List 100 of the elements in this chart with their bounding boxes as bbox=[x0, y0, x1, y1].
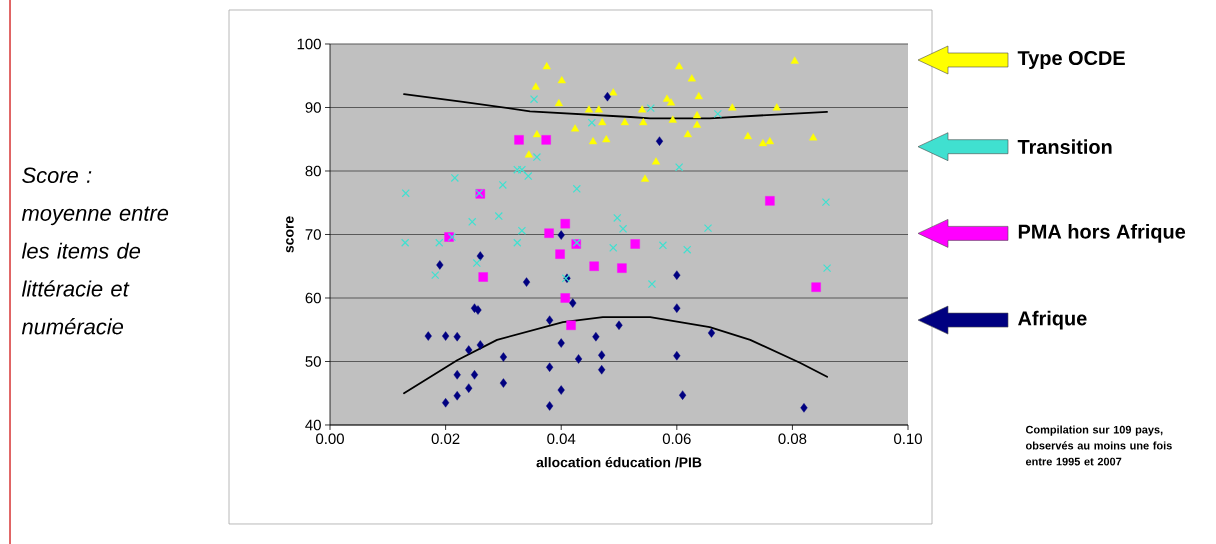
point bbox=[436, 260, 444, 270]
y-tick-label: 50 bbox=[305, 356, 321, 367]
text: Compilation sur 109 pays, observés au moins une fois entre 1995 et 2007 bbox=[1025, 425, 1172, 466]
point bbox=[630, 239, 640, 249]
point bbox=[646, 103, 655, 113]
point bbox=[668, 115, 677, 123]
line-series bbox=[403, 316, 828, 395]
y-tick-label: 40 bbox=[305, 419, 321, 431]
point bbox=[474, 305, 482, 315]
point bbox=[790, 56, 799, 64]
point bbox=[743, 131, 752, 140]
point bbox=[679, 390, 687, 400]
point bbox=[478, 272, 488, 282]
point bbox=[821, 197, 831, 207]
point bbox=[592, 332, 600, 342]
y-tick-label: 70 bbox=[305, 229, 321, 240]
point bbox=[707, 328, 716, 338]
point bbox=[532, 130, 542, 138]
point bbox=[554, 98, 563, 107]
point bbox=[465, 345, 473, 355]
point bbox=[692, 111, 702, 119]
point bbox=[603, 91, 612, 102]
point bbox=[401, 189, 410, 198]
point bbox=[546, 362, 554, 372]
point bbox=[453, 370, 461, 380]
point bbox=[615, 320, 623, 330]
point bbox=[673, 270, 681, 280]
point bbox=[517, 226, 527, 235]
point bbox=[442, 398, 450, 408]
text: Score : moyenne entre les items de littéracie et numéracie bbox=[21, 167, 169, 335]
point bbox=[587, 118, 596, 127]
y-tick-label: 100 bbox=[297, 38, 321, 50]
x-tick-label: 0.00 bbox=[316, 433, 344, 445]
point bbox=[613, 213, 622, 223]
point bbox=[703, 224, 713, 233]
point bbox=[453, 391, 461, 401]
point bbox=[638, 105, 647, 113]
point bbox=[465, 383, 473, 393]
point bbox=[609, 88, 618, 96]
point bbox=[541, 135, 551, 145]
point bbox=[470, 370, 479, 380]
point bbox=[765, 137, 774, 145]
point bbox=[674, 163, 684, 172]
point bbox=[683, 245, 692, 254]
point bbox=[692, 120, 702, 128]
point bbox=[531, 82, 540, 90]
x-tick-label: 0.08 bbox=[778, 433, 807, 445]
point bbox=[529, 95, 539, 104]
point bbox=[524, 150, 533, 158]
point bbox=[431, 270, 440, 280]
point bbox=[572, 184, 581, 193]
point bbox=[584, 105, 594, 113]
point bbox=[546, 315, 554, 325]
point bbox=[424, 331, 432, 341]
point bbox=[476, 340, 484, 350]
x-tick-label: 0.10 bbox=[894, 433, 922, 445]
point bbox=[513, 238, 522, 247]
point bbox=[809, 133, 818, 141]
point bbox=[557, 338, 565, 348]
point bbox=[618, 224, 628, 233]
point bbox=[673, 303, 681, 313]
point bbox=[589, 261, 599, 271]
point bbox=[569, 298, 577, 308]
point bbox=[765, 196, 775, 206]
point bbox=[639, 118, 648, 126]
point bbox=[647, 279, 657, 289]
point bbox=[476, 251, 484, 261]
point bbox=[557, 76, 566, 84]
point bbox=[617, 263, 627, 273]
point bbox=[772, 103, 781, 111]
point bbox=[658, 241, 668, 250]
point bbox=[450, 173, 459, 183]
y-tick-label: 60 bbox=[305, 292, 321, 304]
point bbox=[574, 354, 583, 364]
point bbox=[555, 249, 565, 259]
point bbox=[566, 320, 576, 330]
x-tick-label: 0.02 bbox=[431, 433, 460, 445]
legend-label: Afrique bbox=[1018, 310, 1087, 330]
point bbox=[435, 238, 444, 247]
point bbox=[598, 350, 606, 360]
point bbox=[401, 238, 410, 247]
point bbox=[499, 378, 507, 388]
legend-label: PMA hors Afrique bbox=[1018, 224, 1186, 243]
point bbox=[620, 118, 629, 126]
point bbox=[651, 157, 661, 165]
legend-label: Type OCDE bbox=[1017, 50, 1125, 70]
point bbox=[557, 385, 565, 395]
x-axis-title: allocation éducation /PIB bbox=[536, 456, 702, 468]
point bbox=[442, 331, 450, 341]
point bbox=[522, 277, 531, 287]
y-axis-title: score bbox=[286, 216, 294, 253]
point bbox=[728, 103, 737, 111]
point bbox=[517, 165, 527, 174]
point bbox=[499, 352, 507, 362]
point bbox=[472, 258, 481, 268]
point bbox=[524, 171, 533, 181]
x-tick-label: 0.04 bbox=[547, 433, 576, 445]
point bbox=[546, 401, 554, 411]
point bbox=[758, 138, 768, 147]
point bbox=[560, 293, 570, 303]
